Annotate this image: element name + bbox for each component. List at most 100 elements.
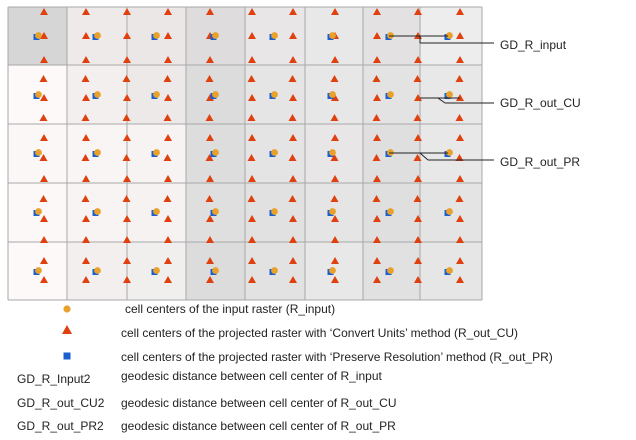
convert-units-center-marker — [164, 276, 172, 283]
input-center-marker — [94, 208, 101, 215]
convert-units-center-marker — [123, 276, 131, 283]
input-center-marker — [329, 91, 336, 98]
convert-units-center-marker — [248, 56, 256, 63]
convert-units-center-marker — [414, 215, 422, 222]
convert-units-center-marker — [413, 195, 422, 202]
input-center-marker — [153, 149, 160, 156]
input-center-marker — [387, 91, 394, 98]
legend-convert-units: cell centers of the projected raster wit… — [121, 326, 519, 340]
convert-units-center-marker — [164, 8, 172, 15]
convert-units-center-marker — [331, 257, 339, 264]
input-center-marker — [446, 267, 453, 274]
definition-term-gd-r-input2: GD_R_Input2 — [17, 372, 91, 386]
input-center-marker — [446, 32, 453, 39]
convert-units-center-marker — [248, 32, 256, 39]
convert-units-center-marker — [206, 134, 214, 141]
convert-units-center-marker — [414, 175, 422, 182]
input-center-marker — [212, 32, 219, 39]
convert-units-center-marker — [82, 32, 90, 39]
convert-units-center-marker — [205, 75, 214, 82]
convert-units-center-marker — [373, 56, 381, 63]
convert-units-center-marker — [331, 94, 339, 101]
convert-units-center-marker — [413, 75, 422, 82]
convert-units-center-marker — [289, 215, 297, 222]
convert-units-center-marker — [40, 134, 48, 141]
callout-gd-r-out-cu: GD_R_out_CU — [500, 96, 581, 110]
convert-units-center-marker — [122, 75, 131, 82]
convert-units-center-marker — [206, 257, 214, 264]
convert-units-center-marker — [289, 56, 297, 63]
convert-units-center-marker — [413, 154, 422, 161]
input-center-marker — [271, 267, 278, 274]
input-center-marker — [35, 149, 42, 156]
convert-units-center-marker — [248, 175, 256, 182]
convert-units-center-marker — [414, 56, 422, 63]
gd-r-out-cu-leader-drop — [437, 97, 446, 104]
legend-preserve-resolution: cell centers of the projected raster wit… — [121, 350, 553, 364]
definition-text-gd-r-out-pr2: geodesic distance between cell center of… — [121, 419, 396, 433]
convert-units-center-marker — [122, 114, 131, 121]
convert-units-center-marker — [82, 257, 90, 264]
convert-units-center-marker — [40, 32, 48, 39]
input-center-marker — [212, 208, 219, 215]
convert-units-center-marker — [373, 134, 381, 141]
convert-units-center-marker — [289, 32, 297, 39]
convert-units-center-marker — [248, 8, 256, 15]
convert-units-center-marker — [330, 75, 339, 82]
convert-units-center-marker — [81, 75, 90, 82]
input-center-marker — [212, 267, 219, 274]
input-center-marker — [94, 91, 101, 98]
convert-units-center-marker — [414, 236, 422, 243]
convert-units-center-marker — [248, 236, 256, 243]
convert-units-center-marker — [373, 175, 381, 182]
convert-units-center-marker — [288, 154, 297, 161]
convert-units-center-marker — [82, 175, 90, 182]
input-center-marker — [94, 32, 101, 39]
convert-units-center-marker — [163, 75, 172, 82]
convert-units-center-marker — [163, 114, 172, 121]
convert-units-center-marker — [289, 94, 297, 101]
input-center-marker — [387, 267, 394, 274]
convert-units-center-marker — [331, 8, 339, 15]
convert-units-center-marker — [123, 257, 131, 264]
convert-units-center-marker — [331, 134, 339, 141]
convert-units-center-marker — [39, 154, 48, 161]
convert-units-center-marker — [413, 114, 422, 121]
convert-units-center-marker — [414, 134, 422, 141]
convert-units-center-marker — [82, 134, 90, 141]
convert-units-center-marker — [40, 175, 48, 182]
convert-units-center-marker — [456, 134, 464, 141]
convert-units-center-marker — [123, 215, 131, 222]
convert-units-center-marker — [331, 276, 339, 283]
convert-units-center-marker — [331, 236, 339, 243]
callout-gd-r-out-pr: GD_R_out_PR — [500, 155, 581, 169]
convert-units-center-marker — [164, 215, 172, 222]
convert-units-center-marker — [373, 8, 381, 15]
input-center-marker — [153, 32, 160, 39]
convert-units-center-marker — [373, 257, 381, 264]
convert-units-center-marker — [372, 75, 381, 82]
convert-units-center-marker — [289, 236, 297, 243]
input-center-marker — [212, 91, 219, 98]
convert-units-center-marker — [248, 276, 256, 283]
convert-units-center-marker — [163, 154, 172, 161]
convert-units-center-marker — [123, 134, 131, 141]
convert-units-center-marker — [81, 195, 90, 202]
convert-units-center-marker — [205, 114, 214, 121]
convert-units-center-marker — [456, 215, 464, 222]
convert-units-center-marker — [164, 56, 172, 63]
input-center-marker — [329, 267, 336, 274]
convert-units-center-marker — [123, 8, 131, 15]
distance-annotation-lines — [389, 35, 494, 161]
convert-units-center-marker — [205, 195, 214, 202]
grid-cells — [8, 7, 482, 300]
convert-units-center-marker — [123, 236, 131, 243]
convert-units-center-marker — [289, 134, 297, 141]
convert-units-center-marker — [373, 94, 381, 101]
convert-units-center-marker — [122, 154, 131, 161]
convert-units-center-marker — [456, 276, 464, 283]
convert-units-center-marker — [373, 236, 381, 243]
convert-units-center-marker — [206, 56, 214, 63]
convert-units-center-marker — [331, 175, 339, 182]
